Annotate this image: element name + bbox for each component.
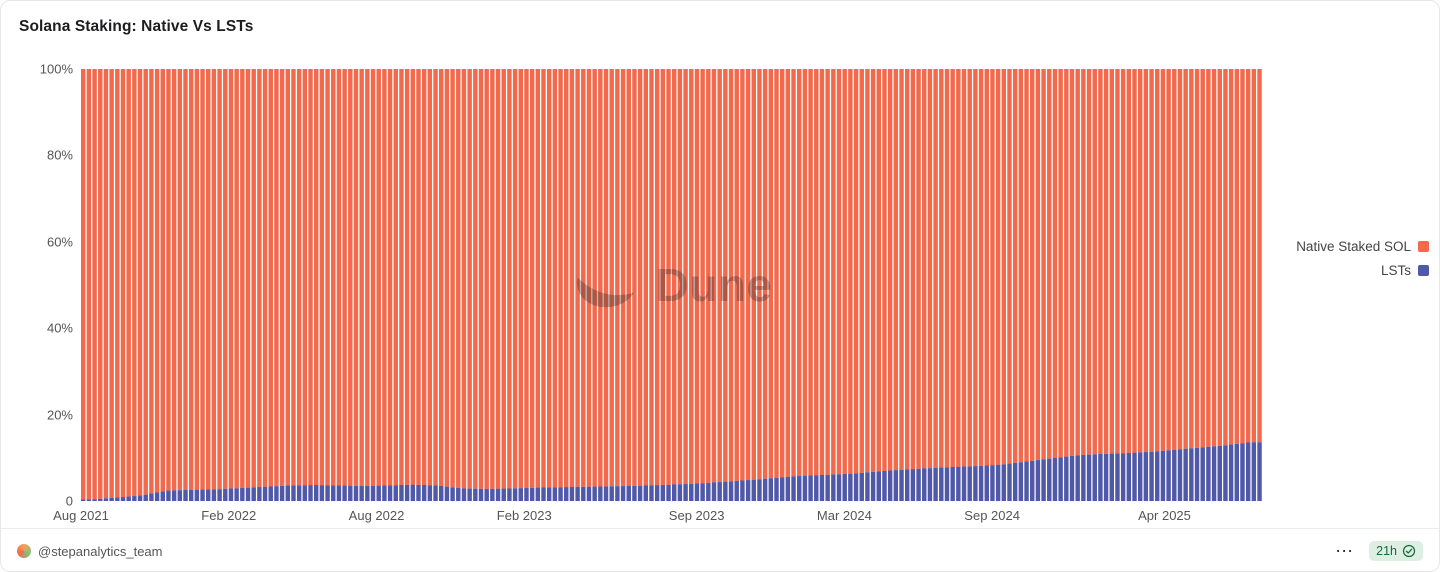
y-tick-label: 100% (39, 61, 73, 77)
author-link[interactable]: @stepanalytics_team (17, 544, 162, 559)
plot-canvas[interactable] (81, 69, 1263, 501)
x-tick-label: Apr 2025 (1138, 508, 1191, 523)
x-tick-label: Sep 2023 (668, 508, 725, 523)
plot-area (81, 69, 1263, 501)
x-tick-label: Aug 2022 (348, 508, 405, 523)
legend-swatch (1418, 265, 1429, 276)
y-axis: 100% 80% 60% 40% 20% 0 (11, 1, 73, 571)
freshness-badge[interactable]: 21h (1369, 541, 1423, 561)
legend-label: Native Staked SOL (1296, 239, 1411, 254)
legend-swatch (1418, 241, 1429, 252)
legend-item-native-staked-sol[interactable]: Native Staked SOL (1296, 239, 1429, 254)
footer-divider (1, 528, 1439, 529)
legend: Native Staked SOL LSTs (1296, 239, 1429, 278)
legend-item-lsts[interactable]: LSTs (1381, 263, 1429, 278)
legend-label: LSTs (1380, 263, 1411, 278)
freshness-label: 21h (1376, 544, 1397, 558)
y-tick-label: 40% (46, 320, 73, 336)
check-circle-icon (1402, 544, 1416, 558)
y-tick-label: 80% (46, 147, 73, 163)
chart-title: Solana Staking: Native Vs LSTs (19, 18, 254, 35)
footer-actions: ⋯ 21h (1333, 540, 1423, 562)
y-tick-label: 0 (65, 493, 73, 509)
footer: @stepanalytics_team ⋯ 21h (1, 529, 1439, 571)
y-tick-label: 20% (46, 407, 73, 423)
y-tick-label: 60% (46, 234, 73, 250)
x-tick-label: Sep 2024 (964, 508, 1020, 523)
x-tick-label: Feb 2022 (201, 508, 257, 523)
author-handle: @stepanalytics_team (38, 543, 163, 559)
team-avatar-icon (17, 544, 31, 558)
x-tick-label: Aug 2021 (53, 508, 109, 523)
more-options-button[interactable]: ⋯ (1335, 541, 1354, 561)
x-tick-label: Mar 2024 (816, 508, 872, 523)
x-tick-label: Feb 2023 (496, 508, 552, 523)
